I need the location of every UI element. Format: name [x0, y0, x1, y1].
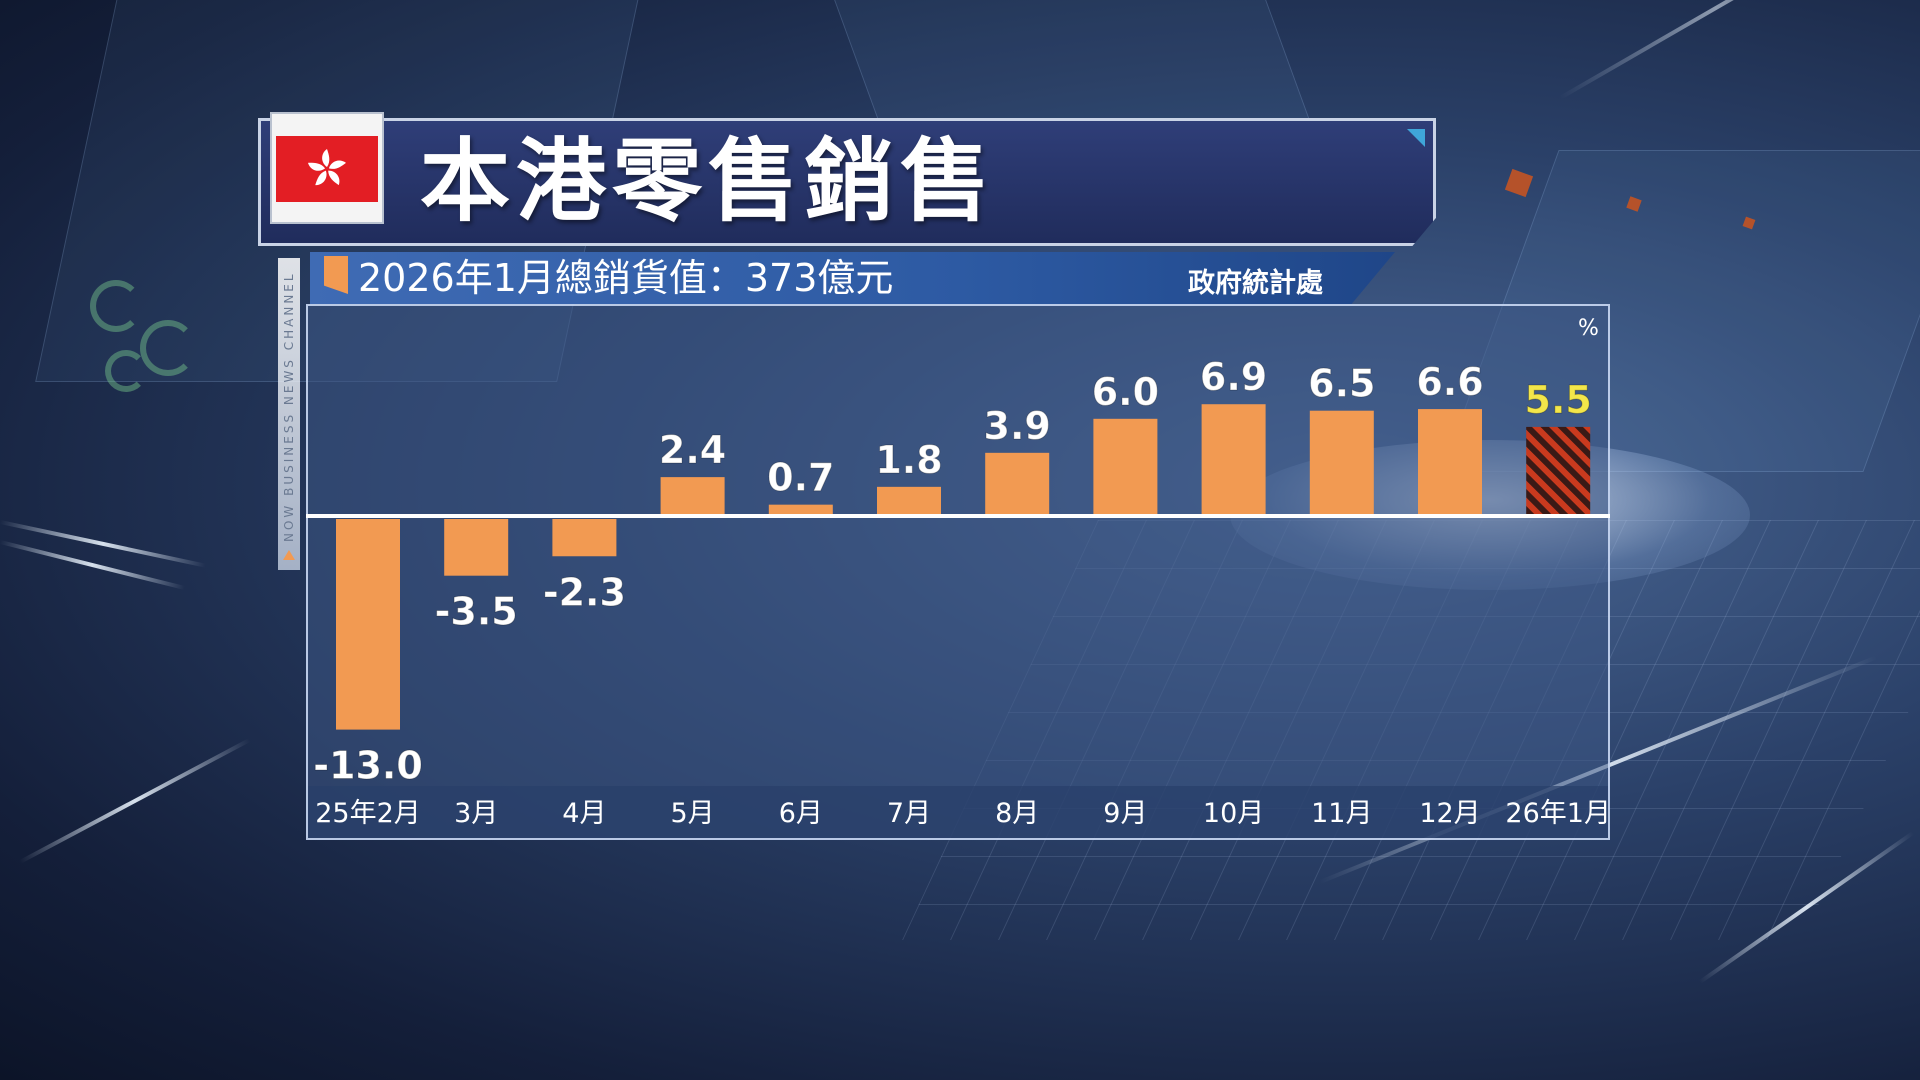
data-label-12月: 6.6: [1416, 360, 1483, 404]
unit-label: %: [1578, 316, 1599, 341]
category-axis-strip: [308, 786, 1608, 838]
category-label-9月: 9月: [1103, 798, 1147, 829]
data-source: 政府統計處: [1188, 268, 1323, 299]
bar-11月: [1309, 410, 1374, 516]
chart-panel: [306, 304, 1610, 840]
page-title: 本港零售銷售: [420, 129, 996, 234]
banner-corner-accent: [1407, 129, 1425, 147]
data-label-7月: 1.8: [875, 438, 942, 482]
data-label-8月: 3.9: [984, 404, 1051, 448]
light-streak: [19, 738, 251, 864]
light-streak: [0, 540, 185, 590]
bar-10月: [1201, 404, 1266, 516]
bar-25年2月: [336, 519, 400, 730]
category-label-5月: 5月: [671, 798, 715, 829]
background-ring: [90, 280, 142, 332]
category-label-12月: 12月: [1419, 798, 1480, 829]
data-label-10月: 6.9: [1200, 355, 1267, 399]
channel-label: NOW BUSINESS NEWS CHANNEL: [282, 271, 296, 542]
category-label-25年2月: 25年2月: [315, 798, 421, 829]
background-ring: [105, 350, 147, 392]
bar-8月: [985, 452, 1050, 516]
title-banner: [258, 118, 1436, 246]
decorative-cube: [1504, 168, 1534, 198]
bar-5月: [660, 477, 725, 516]
light-streak: [0, 520, 206, 568]
channel-arrow-icon: [283, 550, 295, 560]
category-label-3月: 3月: [454, 798, 498, 829]
bar-3月: [444, 519, 509, 576]
bar-7月: [877, 486, 941, 516]
hong-kong-flag-icon: [276, 136, 378, 202]
bauhinia-icon: [307, 149, 347, 186]
bar-chart: -13.0 -3.5 -2.3 2.4 0.7 1.8 3.9 6.0 6.9 6.5 6.6 5.5…: [306, 355, 1610, 838]
bar-6月: [768, 504, 833, 516]
category-label-11月: 11月: [1311, 798, 1372, 829]
category-label-4月: 4月: [562, 798, 606, 829]
light-streak: [1559, 0, 1873, 100]
category-label-7月: 7月: [887, 798, 931, 829]
data-label-11月: 6.5: [1308, 362, 1375, 406]
data-label-6月: 0.7: [767, 456, 834, 500]
data-label-26年1月: 5.5: [1525, 378, 1592, 422]
data-label-25年2月: -13.0: [313, 744, 423, 788]
subtitle: 2026年1月總銷貨值：373億元: [358, 256, 894, 300]
bar-4月: [552, 519, 617, 557]
data-label-5月: 2.4: [659, 428, 726, 472]
channel-tag: [278, 258, 300, 570]
subtitle-strip: [310, 252, 1395, 304]
background-ring: [140, 320, 196, 376]
category-label-26年1月: 26年1月: [1505, 798, 1610, 829]
bar-12月: [1418, 409, 1482, 516]
data-label-9月: 6.0: [1092, 370, 1159, 414]
category-label-10月: 10月: [1203, 798, 1264, 829]
data-label-3月: -3.5: [435, 590, 518, 634]
data-label-4月: -2.3: [543, 570, 626, 614]
category-label-8月: 8月: [995, 798, 1039, 829]
bar-9月: [1093, 418, 1158, 516]
bar-26年1月: [1526, 426, 1591, 516]
category-label-6月: 6月: [779, 798, 823, 829]
